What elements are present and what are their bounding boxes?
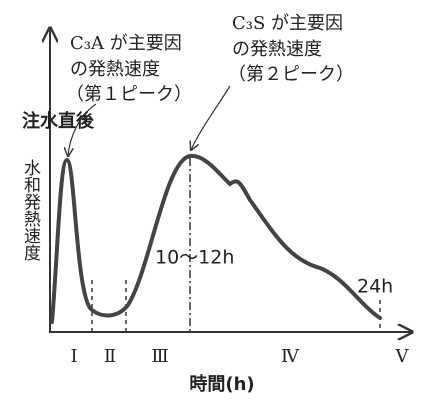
stage-label: Ⅲ xyxy=(151,346,168,367)
x-axis-label: 時間(h) xyxy=(189,374,254,395)
second-peak-label: の発熱速度 xyxy=(232,39,322,60)
stage-label: Ⅳ xyxy=(281,346,300,367)
time-mark: 10～12h xyxy=(155,247,234,269)
first-peak-label: の発熱速度 xyxy=(70,59,160,80)
first-peak-label: C₃A が主要因 xyxy=(70,33,182,54)
second-peak-label: （第２ピーク） xyxy=(228,64,354,85)
annotation-arrow xyxy=(191,85,231,150)
annotation-arrow xyxy=(68,103,97,156)
y-axis-label: 水和発熱速度 xyxy=(20,159,41,261)
time-mark: 24h xyxy=(357,276,393,298)
injection-label: 注水直後 xyxy=(22,110,95,132)
first-peak-label: （第１ピーク） xyxy=(66,84,192,105)
stage-label: Ⅰ xyxy=(70,346,77,367)
second-peak-label: C₃S が主要因 xyxy=(232,13,343,34)
stage-label: Ⅱ xyxy=(104,346,116,367)
stage-label: Ⅴ xyxy=(395,346,410,367)
heat-curve xyxy=(50,153,382,324)
